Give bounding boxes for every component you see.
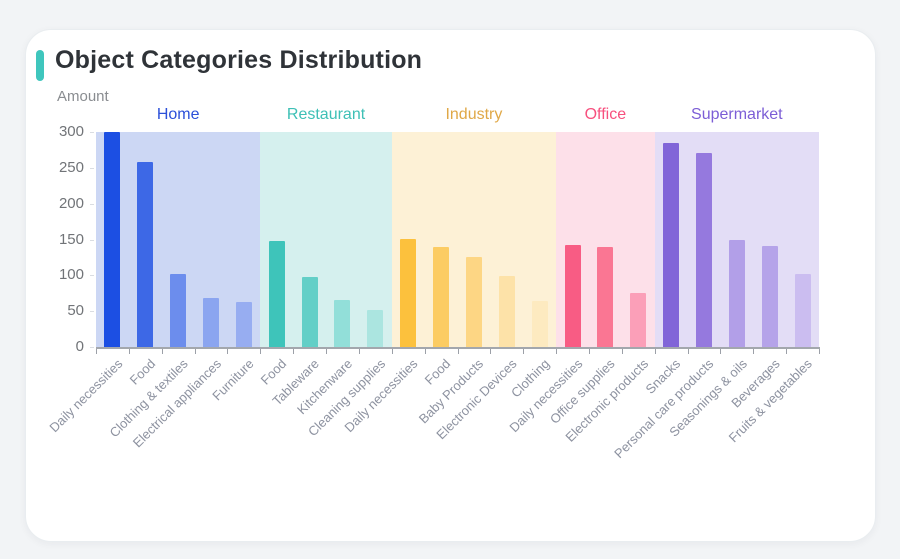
x-axis-tick — [161, 349, 163, 354]
title-accent-bar — [36, 50, 44, 81]
x-axis-tick — [128, 349, 130, 354]
bar-office-electronic-products[interactable] — [630, 293, 646, 347]
bar-home-food[interactable] — [137, 162, 153, 347]
y-axis-title: Amount — [57, 88, 109, 105]
x-axis-tick — [621, 349, 623, 354]
group-label-home: Home — [156, 106, 200, 123]
bar-home-electrical-appliances[interactable] — [203, 298, 219, 347]
bar-home-daily-necessities[interactable] — [104, 132, 120, 347]
bar-restaurant-kitchenware[interactable] — [334, 300, 350, 347]
bar-office-daily-necessities[interactable] — [565, 245, 581, 347]
group-label-restaurant: Restaurant — [286, 106, 366, 123]
x-axis-tick — [293, 349, 295, 354]
y-tick-mark-200 — [90, 203, 94, 205]
x-axis-tick — [391, 349, 393, 354]
y-tick-label-150: 150 — [58, 230, 84, 248]
y-tick-mark-150 — [90, 239, 94, 241]
bar-restaurant-food[interactable] — [269, 241, 285, 347]
x-axis-line — [96, 347, 820, 349]
x-axis-tick — [194, 349, 196, 354]
bar-industry-baby-products[interactable] — [466, 257, 482, 347]
group-label-industry: Industry — [445, 106, 503, 123]
x-axis-tick — [556, 349, 558, 354]
y-tick-label-50: 50 — [67, 302, 84, 320]
bar-restaurant-cleaning-supplies[interactable] — [367, 310, 383, 347]
y-tick-mark-250 — [90, 167, 94, 169]
group-label-supermarket: Supermarket — [691, 106, 783, 123]
bar-supermarket-beverages[interactable] — [762, 246, 778, 347]
bar-supermarket-snacks[interactable] — [663, 143, 679, 347]
x-axis-tick — [424, 349, 426, 354]
x-axis-tick — [687, 349, 689, 354]
x-axis-tick — [96, 349, 97, 354]
chart-card: Object Categories Distribution Amount Ho… — [25, 29, 876, 542]
chart-title: Object Categories Distribution — [55, 46, 423, 74]
bar-industry-food[interactable] — [433, 247, 449, 347]
bar-restaurant-tableware[interactable] — [302, 277, 318, 347]
x-axis-tick — [358, 349, 360, 354]
bar-supermarket-fruits-and-vegetables[interactable] — [795, 274, 811, 347]
y-tick-mark-50 — [90, 311, 94, 313]
x-axis-tick — [490, 349, 492, 354]
bar-home-furniture[interactable] — [236, 302, 252, 347]
bar-home-clothing-and-textiles[interactable] — [170, 274, 186, 347]
y-tick-label-100: 100 — [58, 266, 84, 284]
y-tick-label-0: 0 — [75, 338, 84, 355]
y-tick-mark-100 — [90, 275, 94, 277]
bar-office-office-supplies[interactable] — [597, 247, 613, 347]
y-tick-mark-0 — [90, 347, 94, 348]
x-axis-tick — [720, 349, 722, 354]
x-axis-tick — [260, 349, 262, 354]
group-label-office: Office — [584, 106, 627, 123]
y-tick-label-300: 300 — [58, 123, 84, 140]
x-axis-tick — [753, 349, 755, 354]
y-tick-label-200: 200 — [58, 194, 84, 212]
bar-industry-clothing[interactable] — [532, 301, 548, 347]
x-axis-tick — [819, 349, 820, 354]
bar-industry-daily-necessities[interactable] — [400, 239, 416, 347]
y-tick-label-250: 250 — [58, 158, 84, 176]
x-axis-tick — [588, 349, 590, 354]
x-axis-tick — [326, 349, 328, 354]
x-axis-tick — [786, 349, 788, 354]
chart-area: Home Daily necessities Food Clothing & text… — [26, 30, 875, 541]
x-axis-tick — [654, 349, 656, 354]
bar-industry-electronic-devices[interactable] — [499, 276, 515, 347]
x-axis-tick — [457, 349, 459, 354]
bar-supermarket-personal-care-products[interactable] — [696, 153, 712, 347]
bar-supermarket-seasonings-and-oils[interactable] — [729, 240, 745, 347]
x-axis-tick — [227, 349, 229, 354]
x-axis-tick — [523, 349, 525, 354]
y-tick-mark-300 — [90, 132, 94, 133]
